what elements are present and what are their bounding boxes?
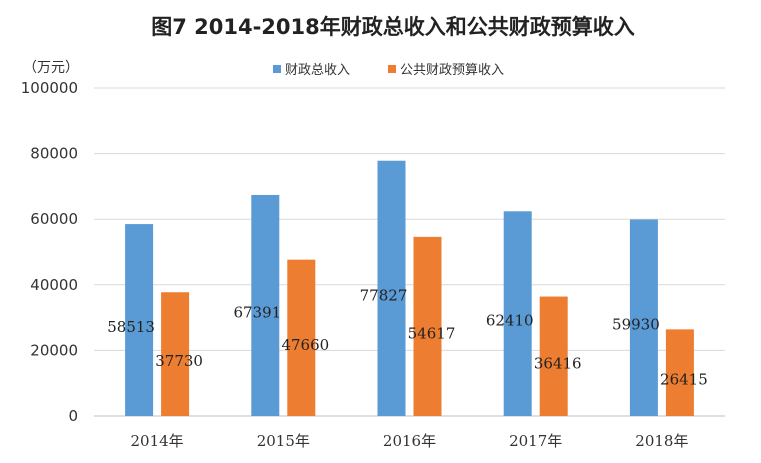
bar-public-budget-revenue-2016年 [413, 236, 442, 416]
bar-total-revenue-2017年 [503, 211, 532, 416]
data-label-public-budget-revenue: 47660 [281, 336, 329, 354]
y-tick-label: 60000 [30, 210, 78, 228]
y-tick-label: 100000 [21, 79, 78, 97]
data-label-public-budget-revenue: 54617 [408, 324, 456, 342]
y-tick-label: 80000 [30, 145, 78, 163]
legend: 财政总收入 公共财政预算收入 [273, 63, 504, 78]
y-axis-ticks: 0 20000 40000 60000 80000 100000 [21, 79, 78, 425]
y-tick-label: 0 [68, 407, 78, 425]
gridlines [94, 87, 725, 417]
chart-title: 图7 2014-2018年财政总收入和公共财政预算收入 [151, 15, 635, 39]
bar-total-revenue-2018年 [629, 219, 658, 416]
bar-public-budget-revenue-2018年 [665, 329, 694, 416]
bar-total-revenue-2015年 [251, 194, 280, 416]
x-tick-label: 2017年 [509, 432, 562, 450]
x-axis-ticks: 2014年 2015年 2016年 2017年 2018年 [131, 432, 689, 450]
bar-public-budget-revenue-2017年 [539, 296, 568, 416]
y-axis-unit-label: （万元） [23, 60, 79, 76]
y-tick-label: 20000 [30, 341, 78, 359]
data-label-total-revenue: 67391 [233, 303, 281, 321]
data-label-total-revenue: 59930 [612, 316, 660, 334]
bars [125, 160, 694, 416]
legend-swatch-public-budget-revenue [388, 65, 396, 73]
bar-public-budget-revenue-2015年 [287, 259, 316, 416]
legend-swatch-total-revenue [273, 65, 281, 73]
x-tick-label: 2015年 [257, 432, 310, 450]
data-label-total-revenue: 77827 [360, 286, 408, 304]
legend-label-total-revenue: 财政总收入 [285, 63, 350, 78]
data-label-public-budget-revenue: 26415 [660, 371, 708, 389]
data-label-public-budget-revenue: 36416 [534, 354, 582, 372]
legend-label-public-budget-revenue: 公共财政预算收入 [400, 63, 504, 78]
data-label-total-revenue: 62410 [486, 312, 534, 330]
y-tick-label: 40000 [30, 276, 78, 294]
x-tick-label: 2014年 [131, 432, 184, 450]
bar-public-budget-revenue-2014年 [161, 292, 190, 416]
x-tick-label: 2016年 [383, 432, 436, 450]
bar-total-revenue-2016年 [377, 160, 406, 416]
bar-total-revenue-2014年 [125, 224, 154, 416]
data-label-public-budget-revenue: 37730 [155, 352, 203, 370]
data-label-total-revenue: 58513 [107, 318, 155, 336]
x-tick-label: 2018年 [635, 432, 688, 450]
